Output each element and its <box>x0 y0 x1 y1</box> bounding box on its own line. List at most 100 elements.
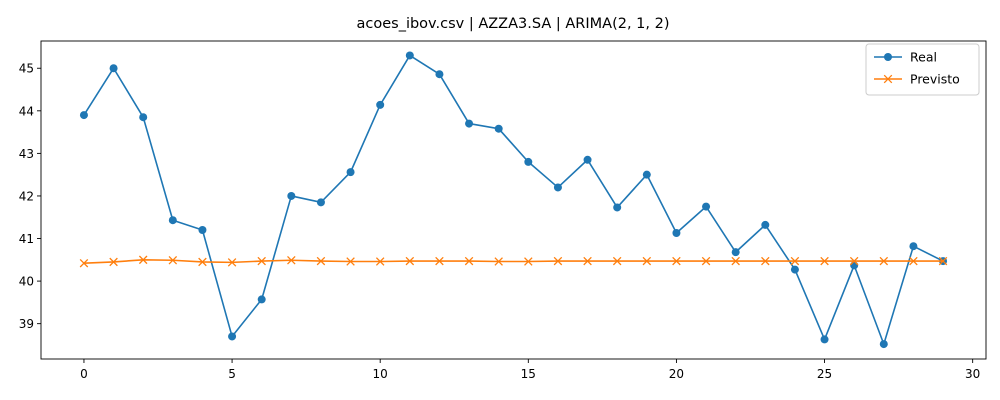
data-point-previsto <box>257 256 266 266</box>
x-marker-stroke <box>790 256 800 266</box>
x-marker-stroke <box>375 257 385 266</box>
x-marker-stroke <box>553 256 563 266</box>
y-tick-label: 43 <box>19 147 34 161</box>
data-point-previsto <box>761 256 770 266</box>
x-marker-stroke <box>316 256 326 266</box>
data-point-real <box>909 242 918 251</box>
data-point-previsto <box>168 255 178 265</box>
data-point-real <box>524 157 533 166</box>
y-tick-label: 40 <box>19 275 34 289</box>
data-point-real <box>850 261 859 270</box>
data-point-previsto <box>198 257 207 267</box>
x-marker-stroke <box>109 257 118 267</box>
data-point-real <box>287 191 296 200</box>
data-point-previsto <box>790 256 800 266</box>
data-point-real <box>672 228 681 237</box>
y-tick-label: 45 <box>19 62 34 76</box>
x-marker-stroke <box>820 256 829 266</box>
data-point-previsto <box>494 257 503 266</box>
x-marker-stroke <box>761 256 770 266</box>
series-line-previsto <box>83 259 944 265</box>
data-point-real <box>139 113 148 122</box>
data-point-previsto <box>612 256 622 266</box>
data-point-real <box>435 70 444 79</box>
data-point-real <box>702 202 711 211</box>
data-point-previsto <box>375 257 385 266</box>
data-point-real <box>820 335 829 344</box>
data-point-previsto <box>524 257 533 266</box>
data-point-real <box>879 340 888 349</box>
x-marker-stroke <box>849 256 859 266</box>
data-point-real <box>553 183 562 192</box>
data-point-previsto <box>464 256 474 266</box>
x-tick-label: 10 <box>373 367 388 381</box>
x-marker-stroke <box>612 256 622 266</box>
x-marker-stroke <box>346 257 355 266</box>
data-point-real <box>168 216 177 225</box>
data-point-real <box>761 220 770 229</box>
x-marker-stroke <box>731 256 740 266</box>
plot-frame <box>40 40 987 360</box>
data-point-previsto <box>879 256 889 266</box>
legend-marker-previsto <box>883 74 893 84</box>
data-point-real <box>494 124 503 133</box>
data-point-real <box>316 198 325 207</box>
x-marker-stroke <box>883 74 893 84</box>
data-point-real <box>109 64 118 73</box>
series-line-real <box>83 54 944 345</box>
x-marker-stroke <box>464 256 474 266</box>
data-point-real <box>583 155 592 164</box>
data-point-real <box>346 168 355 177</box>
data-point-previsto <box>731 256 740 266</box>
data-point-real <box>79 111 88 120</box>
x-marker-stroke <box>642 256 652 266</box>
data-point-previsto <box>553 256 563 266</box>
data-point-real <box>198 226 207 235</box>
plot-area <box>79 51 948 349</box>
data-point-previsto <box>138 255 148 265</box>
data-point-previsto <box>316 256 326 266</box>
data-point-previsto <box>642 256 652 266</box>
x-marker-stroke <box>198 257 207 267</box>
x-marker-stroke <box>168 255 178 265</box>
data-point-previsto <box>938 256 948 266</box>
legend-label-previsto: Previsto <box>910 72 960 87</box>
data-point-previsto <box>820 256 829 266</box>
data-point-previsto <box>109 257 118 267</box>
chart-title: acoes_ibov.csv | AZZA3.SA | ARIMA(2, 1, … <box>357 16 670 32</box>
x-tick-label: 25 <box>817 367 832 381</box>
x-marker-stroke <box>79 258 89 268</box>
x-tick-label: 0 <box>80 367 88 381</box>
x-tick-label: 20 <box>669 367 684 381</box>
y-tick-label: 39 <box>19 317 34 331</box>
x-tick-label: 30 <box>965 367 980 381</box>
x-tick-label: 15 <box>521 367 536 381</box>
data-point-previsto <box>583 256 592 266</box>
x-marker-stroke <box>138 255 148 265</box>
x-tick-label: 5 <box>228 367 236 381</box>
x-marker-stroke <box>405 256 415 266</box>
data-point-previsto <box>849 256 859 266</box>
data-point-real <box>731 248 740 257</box>
y-tick-label: 41 <box>19 232 34 246</box>
x-marker-stroke <box>909 256 918 266</box>
data-point-real <box>465 119 474 128</box>
data-point-previsto <box>672 256 681 266</box>
data-point-real <box>376 100 385 109</box>
x-marker-stroke <box>227 258 237 267</box>
data-point-real <box>790 265 799 274</box>
data-point-previsto <box>909 256 918 266</box>
x-marker-stroke <box>435 256 444 266</box>
y-tick-label: 44 <box>19 104 34 118</box>
x-marker-stroke <box>938 256 948 266</box>
data-point-previsto <box>79 258 89 268</box>
data-point-real <box>642 170 651 179</box>
data-point-previsto <box>435 256 444 266</box>
x-marker-stroke <box>879 256 889 266</box>
data-point-real <box>257 295 266 304</box>
data-point-previsto <box>405 256 415 266</box>
x-marker-stroke <box>287 255 296 265</box>
x-marker-stroke <box>257 256 266 266</box>
legend-marker-real <box>884 53 892 61</box>
